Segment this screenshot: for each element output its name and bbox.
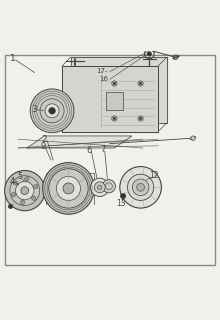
- Text: 9: 9: [40, 142, 45, 151]
- Circle shape: [139, 82, 142, 85]
- Circle shape: [112, 81, 117, 86]
- Text: 12: 12: [149, 171, 158, 180]
- Circle shape: [113, 82, 116, 85]
- Polygon shape: [71, 57, 167, 123]
- Circle shape: [43, 163, 94, 214]
- Circle shape: [137, 183, 145, 191]
- Circle shape: [25, 177, 29, 181]
- Circle shape: [121, 194, 126, 199]
- Circle shape: [45, 104, 59, 118]
- Polygon shape: [62, 66, 158, 132]
- Polygon shape: [27, 136, 132, 148]
- Text: 2: 2: [42, 135, 47, 144]
- Circle shape: [138, 116, 143, 121]
- Text: 4: 4: [9, 177, 15, 186]
- Text: 3: 3: [32, 105, 37, 114]
- Circle shape: [132, 179, 149, 196]
- Circle shape: [57, 176, 81, 200]
- Circle shape: [11, 192, 16, 197]
- Text: 17-: 17-: [96, 68, 108, 75]
- Circle shape: [30, 89, 74, 133]
- Circle shape: [97, 185, 102, 189]
- Circle shape: [13, 181, 18, 185]
- Circle shape: [63, 183, 74, 194]
- Circle shape: [102, 180, 116, 193]
- Text: 6: 6: [86, 146, 91, 155]
- Text: 1: 1: [10, 54, 16, 63]
- Circle shape: [147, 52, 152, 56]
- Circle shape: [191, 136, 195, 140]
- Bar: [106, 92, 123, 110]
- Circle shape: [138, 81, 143, 86]
- Circle shape: [139, 117, 142, 120]
- Circle shape: [49, 169, 88, 208]
- Text: 16: 16: [99, 76, 108, 82]
- Circle shape: [91, 178, 109, 196]
- Text: 5: 5: [18, 172, 22, 181]
- Circle shape: [10, 176, 40, 205]
- Circle shape: [32, 196, 36, 200]
- Text: 13: 13: [116, 199, 126, 208]
- Circle shape: [112, 116, 117, 121]
- Circle shape: [94, 182, 105, 193]
- Circle shape: [120, 166, 161, 208]
- Circle shape: [113, 117, 116, 120]
- Circle shape: [34, 184, 38, 189]
- Circle shape: [16, 181, 34, 200]
- Circle shape: [40, 99, 64, 123]
- Circle shape: [127, 174, 154, 200]
- Circle shape: [21, 187, 29, 195]
- Circle shape: [8, 204, 13, 209]
- Circle shape: [105, 183, 112, 190]
- Circle shape: [5, 171, 45, 211]
- Circle shape: [20, 200, 25, 204]
- Circle shape: [49, 108, 55, 114]
- Text: 7: 7: [101, 145, 106, 154]
